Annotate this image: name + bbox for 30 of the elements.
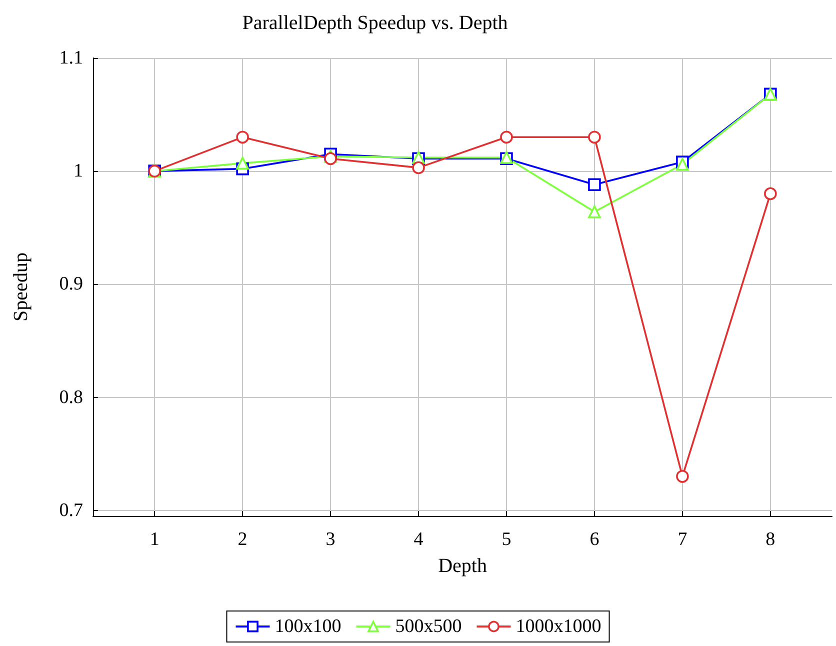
legend-label: 500x500 [395, 616, 462, 637]
point [676, 158, 689, 171]
point [588, 205, 601, 218]
x-tick-label: 7 [678, 529, 688, 550]
point [676, 470, 689, 483]
y-tick-label: 1.1 [59, 48, 83, 68]
y-tick-label: 0.8 [59, 386, 83, 408]
chart-title: ParallelDepth Speedup vs. Depth [242, 12, 508, 34]
point [236, 130, 249, 144]
point [764, 187, 777, 200]
point [588, 130, 601, 144]
legend-label: 1000x1000 [516, 616, 602, 637]
point [324, 152, 337, 166]
point [236, 156, 249, 170]
x-tick-label: 3 [326, 529, 336, 550]
point [412, 161, 425, 174]
y-tick-label: 0.7 [59, 500, 83, 521]
x-tick-label: 5 [502, 529, 512, 550]
point [500, 130, 513, 144]
x-tick-label: 4 [414, 529, 424, 550]
legend-label: 100x100 [274, 616, 342, 637]
y-tick-label: 0.9 [59, 274, 83, 295]
point [588, 178, 601, 192]
y-axis-title: Speedup [10, 252, 32, 322]
x-tick-label: 6 [590, 529, 600, 550]
y-tick-label: 1 [74, 160, 83, 182]
x-tick-label: 8 [766, 529, 776, 550]
x-tick-label: 2 [238, 529, 248, 550]
x-tick-label: 1 [150, 529, 160, 550]
x-axis-title: Depth [438, 555, 487, 577]
